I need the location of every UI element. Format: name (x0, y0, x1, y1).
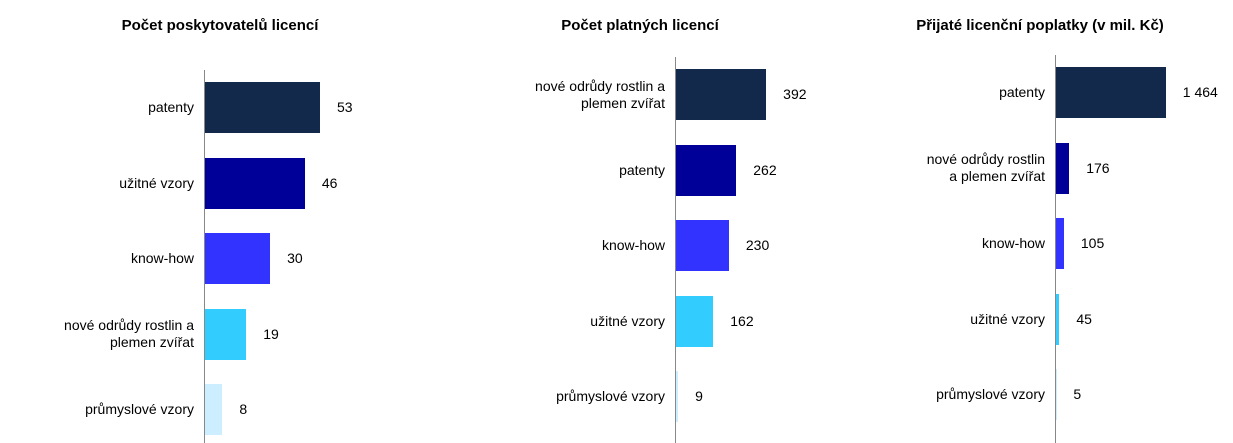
value-label: 5 (1073, 386, 1082, 402)
axis-line (204, 70, 205, 443)
category-label: patenty (148, 99, 194, 115)
bar (676, 220, 729, 271)
category-label: know-how (601, 237, 665, 253)
category-label: patenty (999, 84, 1045, 100)
value-label: 1 464 (1182, 84, 1218, 100)
value-label: 105 (1080, 235, 1105, 251)
category-label: know-how (130, 250, 194, 266)
bar (205, 82, 320, 133)
bar (676, 69, 767, 120)
axis-line (675, 57, 676, 443)
bar (1056, 142, 1070, 194)
value-label: 262 (753, 161, 777, 178)
bar (205, 233, 271, 284)
value-label: 53 (337, 99, 353, 115)
category-label: užitné vzory (590, 312, 665, 329)
value-label: 162 (730, 312, 754, 329)
value-label: 176 (1086, 159, 1110, 176)
bar (676, 144, 737, 196)
value-label: 19 (263, 325, 279, 342)
value-label: 45 (1076, 310, 1092, 327)
category-label: průmyslové vzory (85, 401, 194, 417)
value-label: 230 (745, 237, 770, 253)
category-label: nové odrůdy rostlin a plemen zvířat (535, 77, 665, 111)
category-label: průmyslové vzory (936, 386, 1045, 402)
value-label: 46 (321, 174, 338, 191)
axis-line (1055, 55, 1056, 443)
category-label: užitné vzory (119, 174, 194, 191)
bar (1056, 218, 1064, 269)
chart-title: Přijaté licenční poplatky (v mil. Kč) (916, 17, 1164, 34)
bar (676, 371, 679, 422)
category-label: nové odrůdy rostlin a plemen zvířat (64, 317, 194, 350)
category-label: patenty (619, 161, 665, 178)
bar (205, 384, 223, 435)
value-label: 8 (239, 401, 248, 417)
value-label: 392 (783, 86, 807, 102)
chart-title: Počet poskytovatelů licencí (121, 17, 319, 34)
bar (205, 308, 247, 360)
category-label: průmyslové vzory (556, 388, 665, 404)
value-label: 30 (287, 250, 303, 266)
category-label: know-how (981, 235, 1045, 251)
bar (205, 157, 305, 209)
category-label: užitné vzory (970, 310, 1045, 327)
bar (1056, 293, 1060, 345)
category-label: nové odrůdy rostlin a plemen zvířat (926, 151, 1045, 184)
chart-title: Počet platných licencí (561, 17, 719, 34)
bar (1056, 67, 1166, 118)
value-label: 9 (695, 388, 703, 404)
bar (676, 295, 714, 347)
